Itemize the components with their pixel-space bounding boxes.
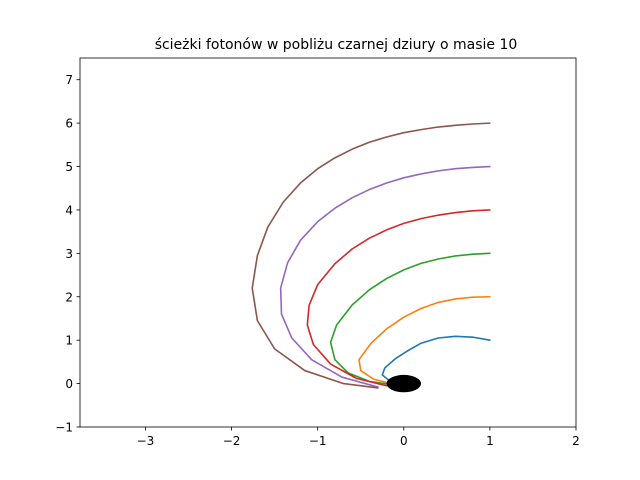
- y-tick-label: 2: [65, 290, 73, 304]
- photon-path-6: [251, 122, 491, 389]
- black-hole-marker: [386, 374, 421, 393]
- photon-path-5: [279, 165, 491, 388]
- photon-path-4: [306, 209, 491, 387]
- y-tick-label: −1: [55, 421, 73, 435]
- y-tick-label: 5: [65, 160, 73, 174]
- photon-path-2: [358, 295, 491, 385]
- y-tick-label: 4: [65, 203, 73, 217]
- x-tick-label: −1: [309, 434, 327, 448]
- y-tick-label: 6: [65, 117, 73, 131]
- x-tick-label: 2: [572, 434, 580, 448]
- y-tick-label: 0: [65, 377, 73, 391]
- photon-path-1: [381, 335, 491, 385]
- x-tick-label: −3: [137, 434, 155, 448]
- photon-path-3: [329, 252, 491, 386]
- x-tick-label: 0: [400, 434, 408, 448]
- x-tick-label: −2: [223, 434, 241, 448]
- series-group: [251, 122, 491, 393]
- chart-title: ścieżki fotonów w pobliżu czarnej dziury…: [155, 37, 518, 53]
- plot-area: −3 −2 −1 0 1 2 −1 0 1 2 3 4 5 6 7: [55, 57, 580, 448]
- y-tick-label: 7: [65, 73, 73, 87]
- y-tick-label: 3: [65, 247, 73, 261]
- y-tick-label: 1: [65, 334, 73, 348]
- x-tick-label: 1: [486, 434, 494, 448]
- axes-frame: [79, 57, 577, 428]
